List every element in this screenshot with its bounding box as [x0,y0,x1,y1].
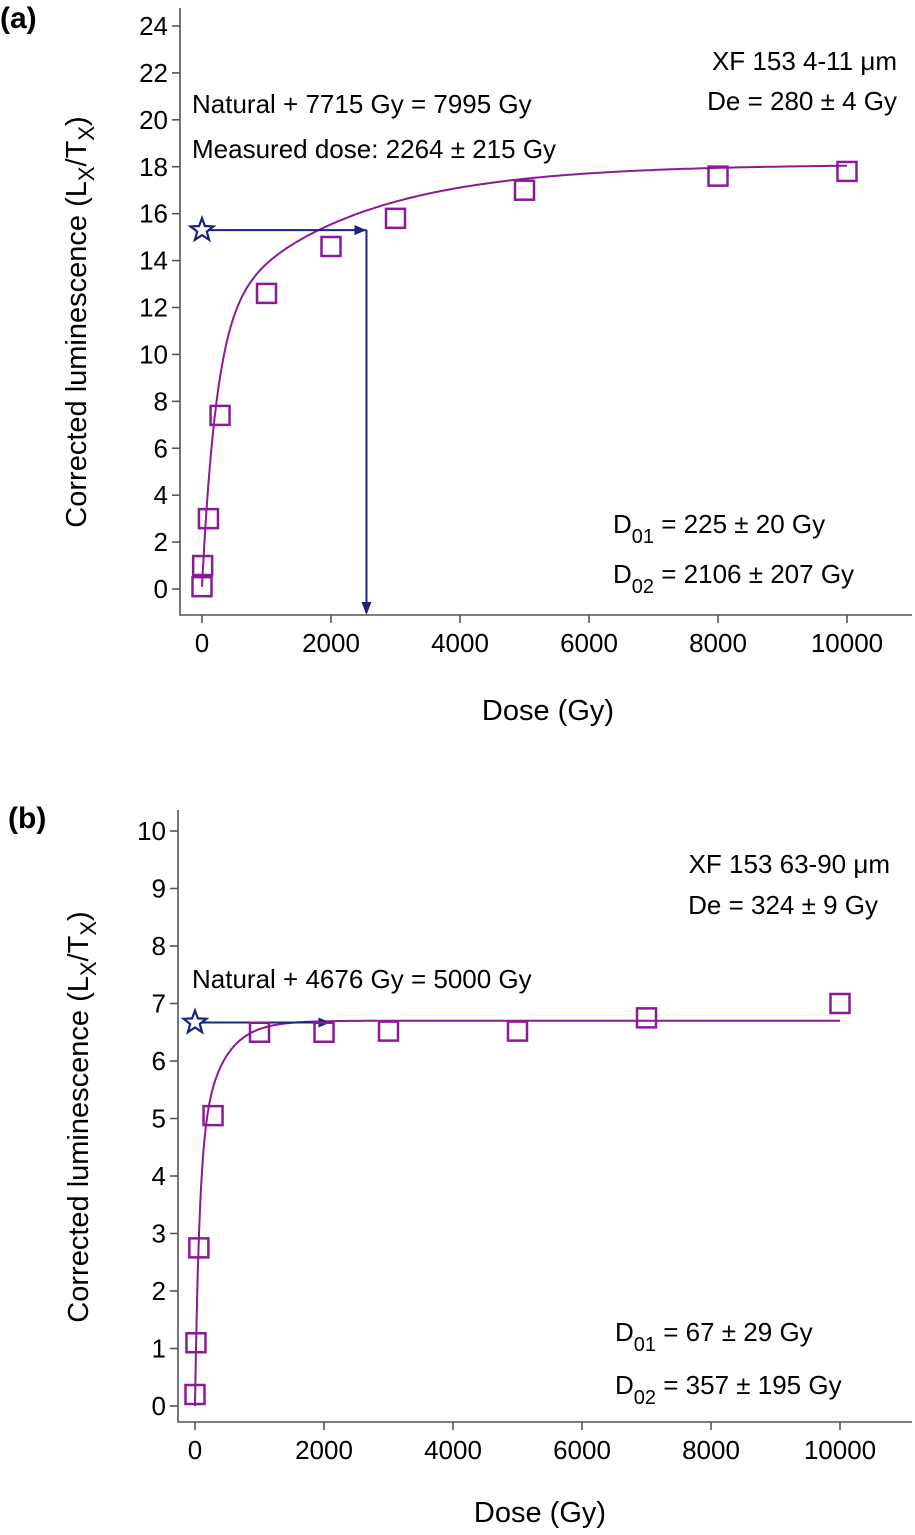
y-tick-label: 22 [139,58,168,88]
panel-b-de-label: De = 324 ± 9 Gy [688,890,878,920]
data-point [313,1021,335,1043]
panel-b-sample-label: XF 153 63-90 μm [689,849,890,879]
x-tick-label: 2000 [295,1435,353,1465]
data-point [188,1237,210,1259]
y-tick-label: 6 [154,433,168,463]
x-tick-label: 6000 [560,628,618,658]
data-point [513,179,536,201]
y-tick-label: 10 [137,816,166,846]
panel-b-y-axis-title: Corrected luminescence (LX/TX) [63,911,101,1322]
x-tick-label: 0 [188,1435,202,1465]
panel-a-y-axis-title: Corrected luminescence (LX/TX) [61,116,99,527]
data-point [185,1332,207,1354]
data-point [836,160,858,183]
y-tick-label: 10 [139,339,168,369]
panel-b-axes: 0 1 2 3 4 5 6 7 8 9 10 0 2000 4000 6000 8000 10000 [137,810,912,1465]
panel-a-measured-label: Measured dose: 2264 ± 215 Gy [192,134,556,164]
x-tick-label: 4000 [431,628,489,658]
x-tick-label: 8000 [689,628,747,658]
panel-a-d02-label: D02 = 2106 ± 207 Gy [613,559,854,598]
data-point [384,207,407,230]
y-tick-label: 12 [139,293,168,323]
y-tick-label: 3 [152,1219,166,1249]
x-tick-label: 10000 [811,628,883,658]
y-tick-label: 0 [154,574,168,604]
y-tick-label: 2 [154,527,168,557]
panel-a-label: (a) [0,2,37,35]
y-tick-label: 5 [152,1104,166,1134]
natural-star-marker [187,214,217,243]
fit-curve [194,1019,840,1406]
x-tick-label: 2000 [302,628,360,658]
x-tick-label: 6000 [553,1435,611,1465]
panel-b-label: (b) [8,802,46,835]
panel-a-natural-label: Natural + 7715 Gy = 7995 Gy [192,89,532,119]
y-tick-label: 9 [152,874,166,904]
axis-lines [179,8,912,616]
data-point [829,992,851,1015]
y-tick-label: 4 [154,480,168,510]
y-tick-label: 16 [139,199,168,229]
fit-curve [201,164,848,587]
panel-b-d01-label: D01 = 67 ± 29 Gy [615,1317,813,1356]
axis-lines [177,810,912,1423]
panel-a-d01-label: D01 = 225 ± 20 Gy [613,509,825,548]
panel-b: (b) 0 1 2 3 4 5 6 7 8 9 10 0 2000 4000 6000 8000 10000 X… [8,802,912,1529]
data-point [191,554,214,577]
y-tick-label: 6 [152,1046,166,1076]
data-point [191,575,213,598]
y-tick-label: 2 [152,1276,166,1306]
panel-a-marks [187,160,858,615]
y-tick-label: 8 [152,931,166,961]
panel-a-sample-label: XF 153 4-11 μm [712,46,897,76]
y-tick-label: 8 [154,386,168,416]
y-tick-label: 20 [139,105,168,135]
natural-star-marker [180,1007,210,1035]
y-tick-label: 24 [139,11,168,41]
x-tick-label: 0 [195,628,209,658]
panel-a-x-axis-title: Dose (Gy) [482,695,614,727]
panel-b-x-axis-title: Dose (Gy) [474,1497,606,1529]
data-point [248,1021,271,1043]
data-point [197,507,220,530]
arrowhead [361,602,372,615]
panel-b-marks [180,992,851,1406]
y-tick-label: 14 [139,246,168,276]
y-tick-label: 0 [152,1391,166,1421]
x-tick-label: 4000 [424,1435,482,1465]
data-point [209,404,231,427]
data-point [707,165,729,187]
data-point [255,282,278,305]
panel-b-natural-label: Natural + 4676 Gy = 5000 Gy [192,964,532,994]
y-tick-label: 1 [152,1334,166,1364]
x-tick-label: 8000 [682,1435,740,1465]
y-tick-label: 18 [139,152,168,182]
data-point [202,1104,224,1127]
data-point [184,1383,206,1406]
data-point [635,1007,658,1029]
data-point [377,1020,400,1042]
data-point [320,235,342,258]
x-tick-label: 10000 [804,1435,876,1465]
data-point [506,1020,529,1042]
y-tick-label: 4 [152,1161,166,1191]
panel-a-de-label: De = 280 ± 4 Gy [707,86,897,116]
y-tick-label: 7 [152,989,166,1019]
panel-b-d02-label: D02 = 357 ± 195 Gy [615,1370,842,1409]
arrowhead [354,225,367,236]
